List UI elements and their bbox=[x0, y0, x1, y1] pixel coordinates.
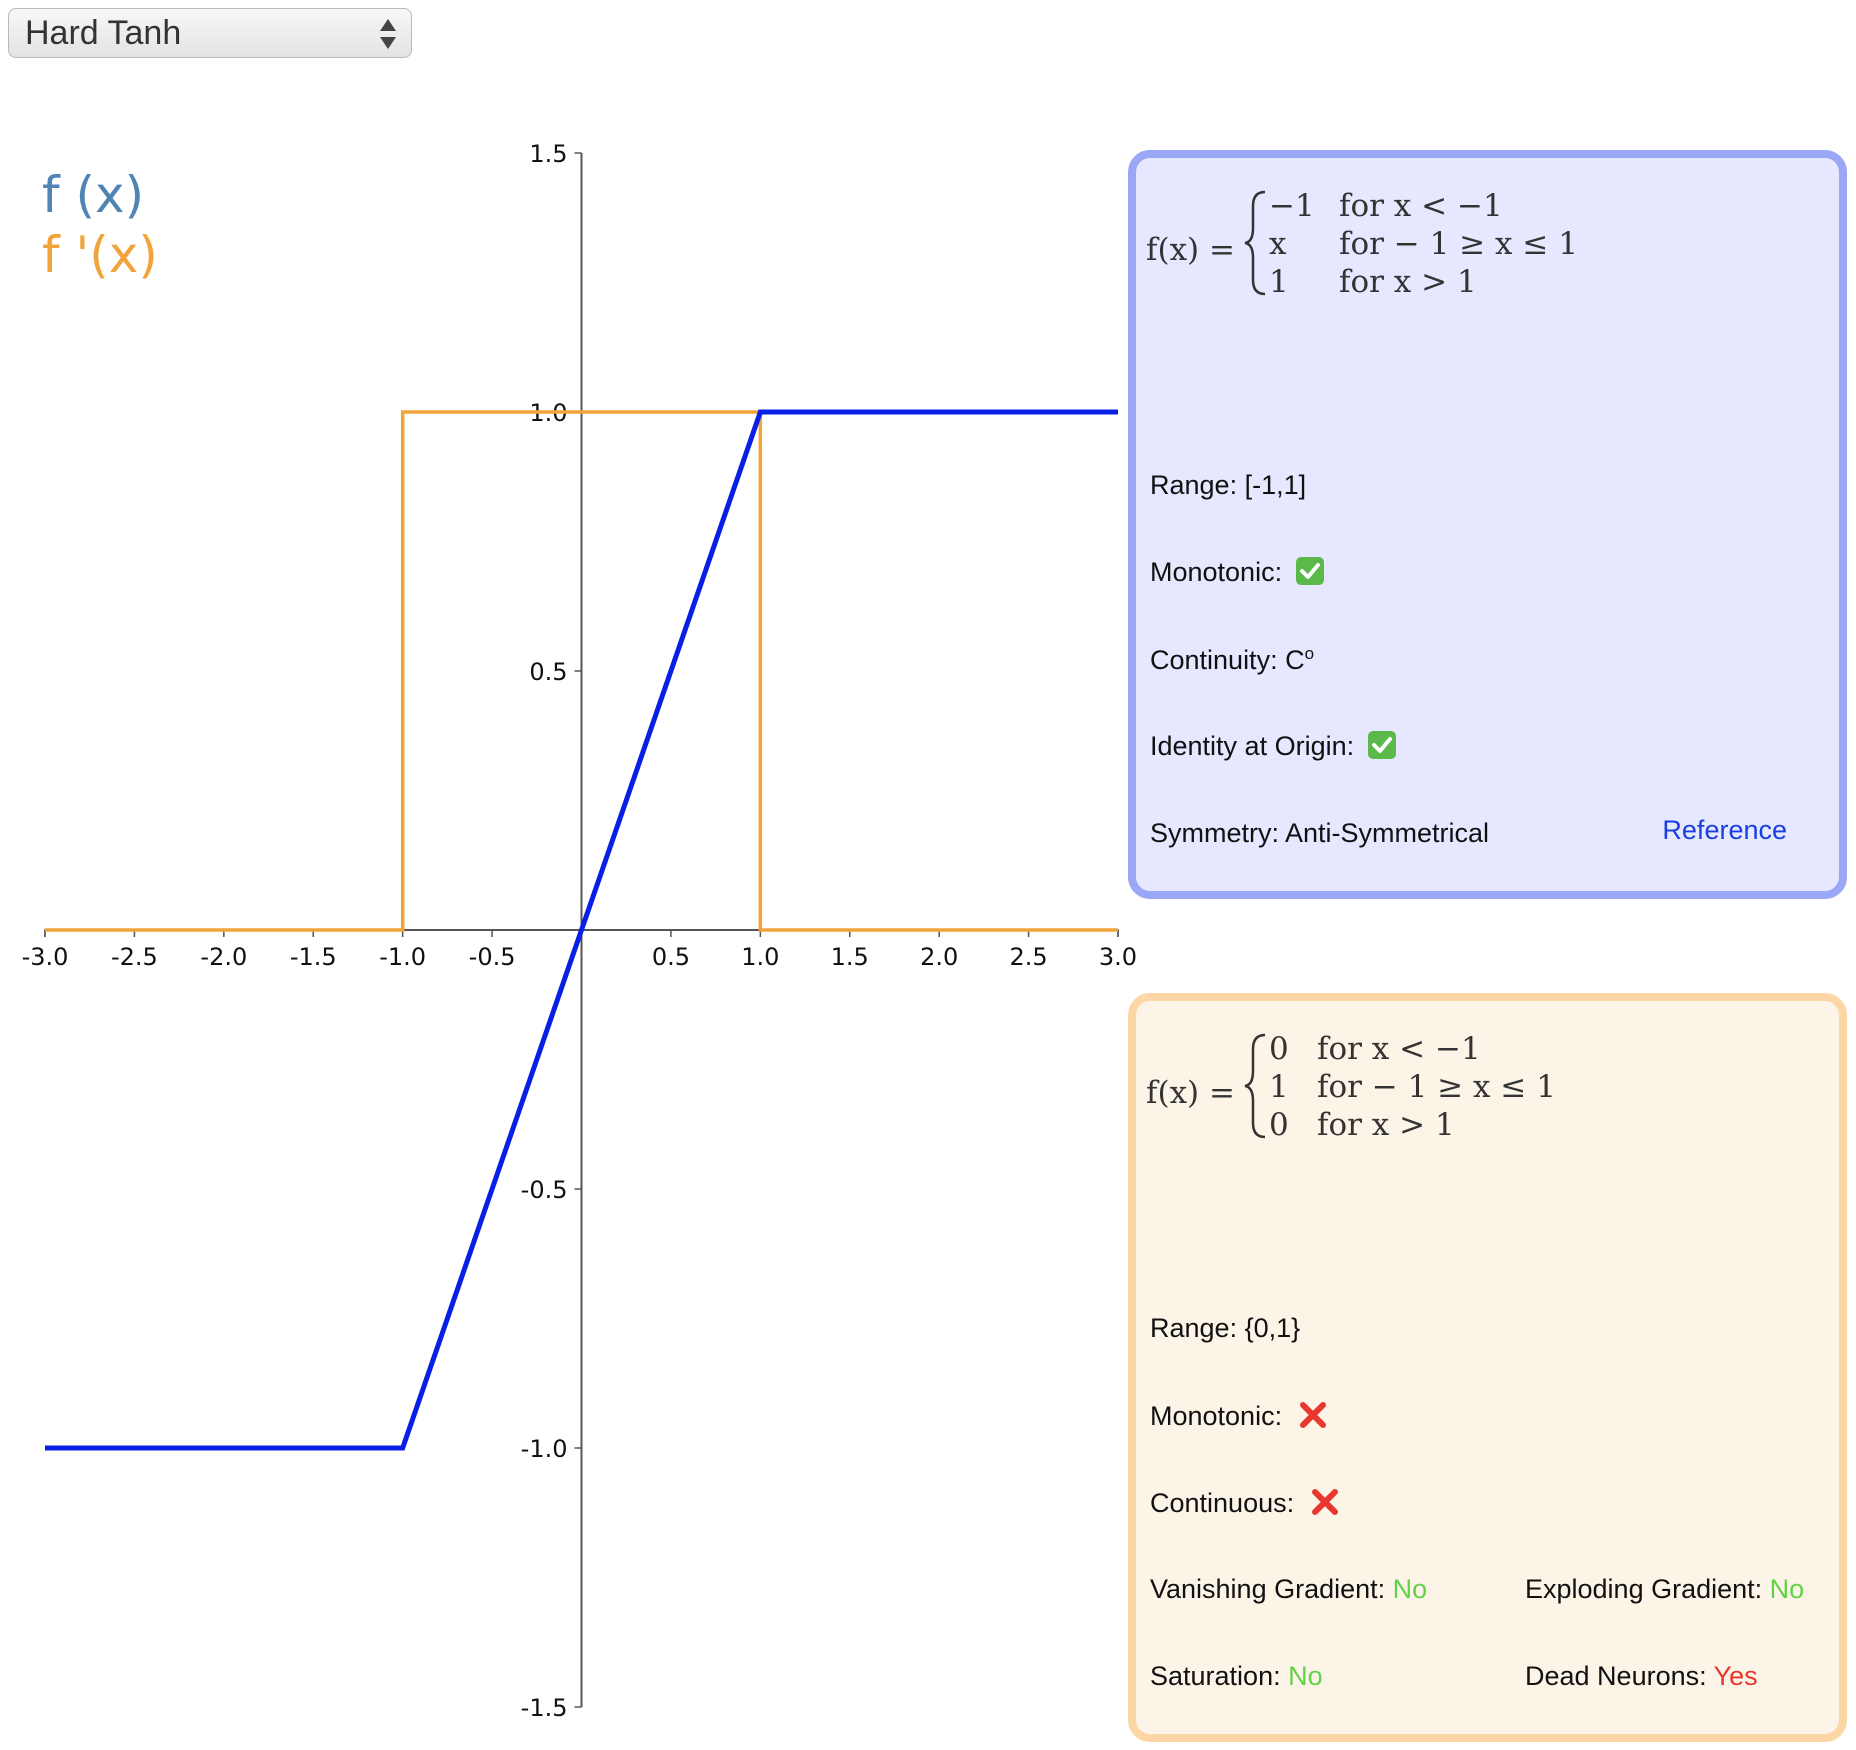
x-tick-label: 0.5 bbox=[652, 943, 690, 971]
derivative-case-1-value: 0 bbox=[1269, 1031, 1289, 1067]
x-tick-label: -0.5 bbox=[469, 943, 516, 971]
dead-neurons-value: Yes bbox=[1713, 1661, 1758, 1691]
reference-link[interactable]: Reference bbox=[1662, 815, 1787, 845]
derivative-saturation: Saturation: No bbox=[1150, 1661, 1323, 1692]
x-tick-label: -3.0 bbox=[22, 943, 69, 971]
function-case-3-value: 1 bbox=[1269, 264, 1289, 300]
series-f-line bbox=[45, 409, 1118, 1451]
x-tick-label: -2.5 bbox=[111, 943, 158, 971]
derivative-monotonic-label: Monotonic: bbox=[1150, 1401, 1283, 1431]
function-range-label: Range: bbox=[1150, 470, 1238, 500]
derivative-case-2-condition: for − 1 ≥ x ≤ 1 bbox=[1317, 1069, 1556, 1105]
x-tick-label: -1.5 bbox=[290, 943, 337, 971]
vanishing-gradient-label: Vanishing Gradient: bbox=[1150, 1574, 1386, 1604]
legend-f-prime: f '(x) bbox=[42, 226, 158, 284]
cross-mark-icon bbox=[1298, 1400, 1328, 1430]
derivative-case-1-condition: for x < −1 bbox=[1317, 1031, 1481, 1067]
x-tick-label: 3.0 bbox=[1099, 943, 1137, 971]
y-tick-label: -0.5 bbox=[521, 1176, 568, 1204]
function-continuity-label: Continuity: bbox=[1150, 645, 1278, 675]
series-f-prime-line bbox=[45, 410, 1118, 932]
derivative-info-panel: f(x) = 0 for x < −1 1 for − 1 ≥ x ≤ 1 0 … bbox=[1128, 993, 1847, 1742]
derivative-formula-lhs: f(x) = bbox=[1146, 1075, 1235, 1111]
derivative-case-3-condition: for x > 1 bbox=[1317, 1107, 1455, 1143]
activation-function-select[interactable]: Hard Tanh bbox=[8, 8, 412, 58]
saturation-label: Saturation: bbox=[1150, 1661, 1281, 1691]
left-brace-icon bbox=[1244, 1033, 1266, 1139]
function-case-1-value: −1 bbox=[1269, 188, 1315, 224]
vanishing-gradient-value: No bbox=[1392, 1574, 1428, 1604]
function-case-2-condition: for − 1 ≥ x ≤ 1 bbox=[1339, 226, 1578, 262]
function-continuity-value: C bbox=[1285, 645, 1305, 675]
derivative-range-label: Range: bbox=[1150, 1313, 1238, 1343]
selected-function-label: Hard Tanh bbox=[25, 13, 182, 52]
x-tick-label: -1.0 bbox=[379, 943, 426, 971]
function-symmetry-label: Symmetry: bbox=[1150, 818, 1280, 848]
function-identity-at-origin: Identity at Origin: bbox=[1150, 731, 1396, 762]
function-info-panel: f(x) = −1 for x < −1 x for − 1 ≥ x ≤ 1 1… bbox=[1128, 150, 1847, 899]
chart-series bbox=[45, 409, 1118, 1451]
y-tick-label: -1.5 bbox=[521, 1694, 568, 1722]
check-mark-icon bbox=[1367, 731, 1396, 759]
derivative-vanishing-gradient: Vanishing Gradient: No bbox=[1150, 1574, 1427, 1605]
x-tick-label: 1.0 bbox=[741, 943, 779, 971]
derivative-range: Range: {0,1} bbox=[1150, 1313, 1300, 1344]
function-monotonic: Monotonic: bbox=[1150, 557, 1324, 588]
function-formula-lhs: f(x) = bbox=[1146, 232, 1235, 268]
cross-mark-icon bbox=[1310, 1487, 1340, 1517]
x-tick-label: 1.5 bbox=[831, 943, 869, 971]
derivative-continuous-label: Continuous: bbox=[1150, 1488, 1295, 1518]
function-symmetry: Symmetry: Anti-Symmetrical bbox=[1150, 818, 1489, 849]
x-tick-label: -2.0 bbox=[200, 943, 247, 971]
function-case-2-value: x bbox=[1269, 226, 1287, 262]
select-arrows-icon bbox=[380, 19, 396, 49]
function-symmetry-value: Anti-Symmetrical bbox=[1285, 818, 1490, 848]
function-case-3-condition: for x > 1 bbox=[1339, 264, 1477, 300]
chart-axes: -3.0 -2.5 -2.0 -1.5 -1.0 -0.5 0.5 1.0 1.5 2.0 2.5 3… bbox=[22, 140, 1138, 1722]
left-brace-icon bbox=[1244, 190, 1266, 296]
dead-neurons-label: Dead Neurons: bbox=[1525, 1661, 1707, 1691]
function-identity-label: Identity at Origin: bbox=[1150, 731, 1355, 761]
derivative-dead-neurons: Dead Neurons: Yes bbox=[1525, 1661, 1758, 1692]
check-mark-icon bbox=[1295, 557, 1324, 585]
y-tick-label: -1.0 bbox=[521, 1435, 568, 1463]
function-continuity: Continuity: Co bbox=[1150, 644, 1314, 676]
x-tick-label: 2.5 bbox=[1009, 943, 1047, 971]
y-tick-label: 0.5 bbox=[529, 658, 567, 686]
legend-f: f (x) bbox=[42, 166, 145, 224]
derivative-range-value: {0,1} bbox=[1244, 1313, 1301, 1343]
x-tick-label: 2.0 bbox=[920, 943, 958, 971]
function-range: Range: [-1,1] bbox=[1150, 470, 1306, 501]
saturation-value: No bbox=[1288, 1661, 1323, 1691]
function-case-1-condition: for x < −1 bbox=[1339, 188, 1503, 224]
y-tick-label: 1.5 bbox=[529, 140, 567, 168]
function-monotonic-label: Monotonic: bbox=[1150, 557, 1283, 587]
derivative-case-3-value: 0 bbox=[1269, 1107, 1289, 1143]
derivative-exploding-gradient: Exploding Gradient: No bbox=[1525, 1574, 1804, 1605]
derivative-continuous: Continuous: bbox=[1150, 1487, 1340, 1519]
function-continuity-superscript: o bbox=[1304, 644, 1315, 663]
exploding-gradient-label: Exploding Gradient: bbox=[1525, 1574, 1763, 1604]
function-range-value: [-1,1] bbox=[1244, 470, 1307, 500]
derivative-monotonic: Monotonic: bbox=[1150, 1400, 1328, 1432]
derivative-case-2-value: 1 bbox=[1269, 1069, 1289, 1105]
exploding-gradient-value: No bbox=[1769, 1574, 1805, 1604]
